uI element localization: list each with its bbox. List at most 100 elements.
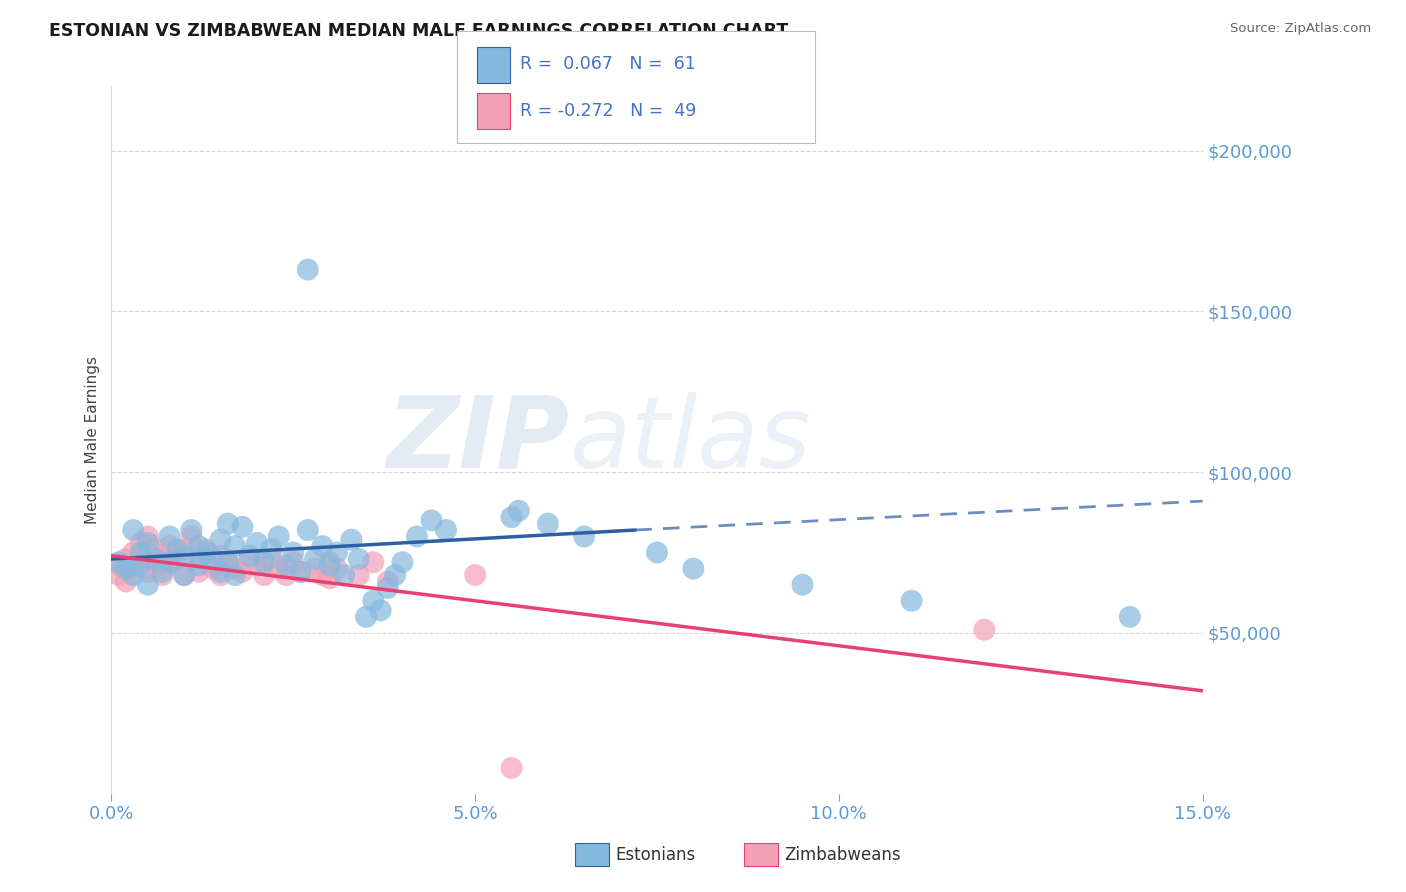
- Point: [150, 549, 173, 563]
- Y-axis label: Median Male Earnings: Median Male Earnings: [86, 356, 100, 524]
- Point: [260, 552, 283, 566]
- Point: [107, 558, 129, 573]
- Point: [180, 523, 202, 537]
- Point: [384, 568, 406, 582]
- Point: [304, 552, 326, 566]
- Point: [792, 577, 814, 591]
- Point: [122, 523, 145, 537]
- Point: [187, 558, 209, 573]
- Point: [501, 510, 523, 524]
- Point: [391, 555, 413, 569]
- Point: [136, 529, 159, 543]
- Point: [195, 542, 218, 557]
- Text: R =  0.067   N =  61: R = 0.067 N = 61: [520, 55, 696, 73]
- Point: [354, 610, 377, 624]
- Point: [202, 552, 225, 566]
- Point: [501, 761, 523, 775]
- Point: [129, 555, 152, 569]
- Point: [217, 516, 239, 531]
- Point: [129, 558, 152, 573]
- Point: [231, 565, 253, 579]
- Point: [107, 555, 129, 569]
- Point: [180, 529, 202, 543]
- Point: [231, 520, 253, 534]
- Point: [224, 561, 246, 575]
- Point: [150, 565, 173, 579]
- Point: [122, 561, 145, 575]
- Point: [370, 603, 392, 617]
- Point: [434, 523, 457, 537]
- Point: [246, 558, 269, 573]
- Point: [326, 545, 349, 559]
- Point: [115, 552, 138, 566]
- Point: [224, 539, 246, 553]
- Point: [187, 539, 209, 553]
- Point: [202, 561, 225, 575]
- Point: [363, 555, 385, 569]
- Point: [574, 529, 596, 543]
- Point: [217, 555, 239, 569]
- Point: [253, 568, 276, 582]
- Point: [326, 561, 349, 575]
- Point: [900, 594, 922, 608]
- Point: [274, 568, 297, 582]
- Point: [297, 523, 319, 537]
- Point: [267, 529, 290, 543]
- Point: [150, 568, 173, 582]
- Point: [195, 545, 218, 559]
- Point: [420, 513, 443, 527]
- Point: [347, 568, 370, 582]
- Point: [173, 542, 195, 557]
- Point: [283, 555, 305, 569]
- Point: [464, 568, 486, 582]
- Point: [333, 568, 356, 582]
- Point: [143, 552, 166, 566]
- Text: atlas: atlas: [569, 392, 811, 489]
- Point: [143, 558, 166, 573]
- Point: [290, 565, 312, 579]
- Point: [159, 529, 181, 543]
- Point: [347, 552, 370, 566]
- Point: [311, 539, 333, 553]
- Text: Zimbabweans: Zimbabweans: [785, 846, 901, 863]
- Point: [406, 529, 429, 543]
- Point: [209, 533, 232, 547]
- Point: [274, 558, 297, 573]
- Point: [159, 539, 181, 553]
- Point: [136, 565, 159, 579]
- Point: [260, 542, 283, 557]
- Point: [224, 568, 246, 582]
- Point: [217, 555, 239, 569]
- Point: [173, 549, 195, 563]
- Point: [297, 262, 319, 277]
- Point: [159, 555, 181, 569]
- Point: [129, 536, 152, 550]
- Point: [267, 561, 290, 575]
- Point: [209, 549, 232, 563]
- Point: [129, 545, 152, 559]
- Point: [283, 545, 305, 559]
- Point: [363, 594, 385, 608]
- Point: [973, 623, 995, 637]
- Point: [173, 568, 195, 582]
- Point: [107, 568, 129, 582]
- Point: [239, 552, 262, 566]
- Point: [159, 555, 181, 569]
- Text: ZIP: ZIP: [387, 392, 569, 489]
- Point: [246, 536, 269, 550]
- Point: [645, 545, 668, 559]
- Point: [122, 545, 145, 559]
- Text: R = -0.272   N =  49: R = -0.272 N = 49: [520, 102, 696, 120]
- Point: [115, 561, 138, 575]
- Point: [173, 568, 195, 582]
- Point: [304, 561, 326, 575]
- Point: [209, 565, 232, 579]
- Text: Source: ZipAtlas.com: Source: ZipAtlas.com: [1230, 22, 1371, 36]
- Point: [290, 565, 312, 579]
- Point: [187, 565, 209, 579]
- Point: [122, 568, 145, 582]
- Text: Estonians: Estonians: [616, 846, 696, 863]
- Point: [340, 533, 363, 547]
- Text: ESTONIAN VS ZIMBABWEAN MEDIAN MALE EARNINGS CORRELATION CHART: ESTONIAN VS ZIMBABWEAN MEDIAN MALE EARNI…: [49, 22, 789, 40]
- Point: [311, 568, 333, 582]
